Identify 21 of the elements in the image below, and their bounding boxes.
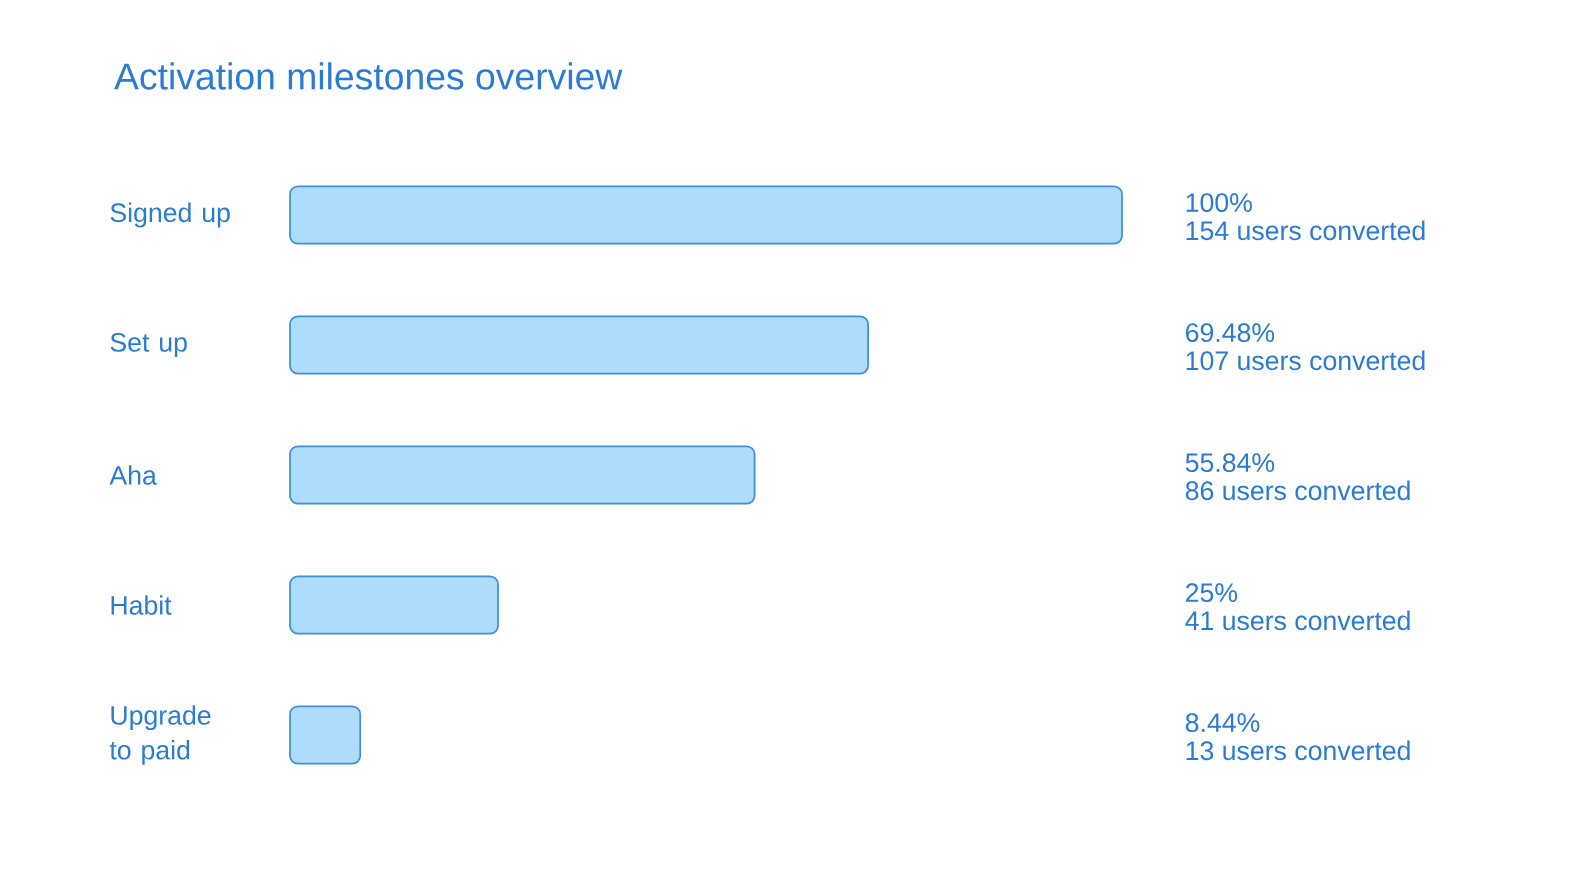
text: 100% <box>1186 193 1252 213</box>
text: 25% <box>1186 583 1238 603</box>
text: 13 users converted <box>1186 740 1410 761</box>
bar <box>289 705 362 765</box>
y-tick-label: Set up <box>110 332 187 358</box>
text: 107 users converted <box>1186 350 1425 371</box>
bar <box>289 445 756 505</box>
text: 8.44% <box>1185 713 1260 733</box>
y-tick-label: Signed up <box>110 202 230 228</box>
y-tick-label: Habit <box>111 595 172 615</box>
y-tick-label: Aha <box>109 465 157 485</box>
text: 86 users converted <box>1185 480 1410 501</box>
chart-title: Activation milestones overview <box>114 62 623 90</box>
text: 55.84% <box>1185 453 1275 473</box>
text: 41 users converted <box>1185 610 1410 631</box>
y-tick-label: Upgrade to paid <box>109 705 211 765</box>
bar <box>289 185 1123 245</box>
text: 154 users converted <box>1186 220 1425 241</box>
bar <box>289 575 499 635</box>
bar <box>289 315 869 375</box>
text: 69.48% <box>1186 323 1275 343</box>
